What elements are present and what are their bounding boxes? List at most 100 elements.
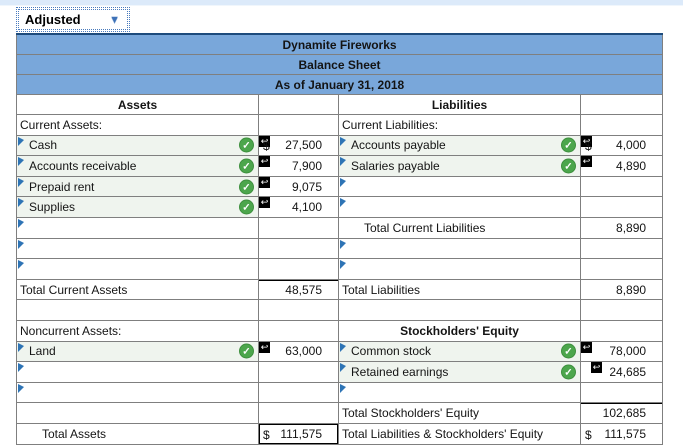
- amount-cell[interactable]: [579, 381, 664, 404]
- undo-arrow-icon[interactable]: ↩: [581, 156, 592, 168]
- correct-check-icon: ✓: [561, 364, 576, 380]
- comment-flag-icon: [340, 342, 346, 352]
- undo-arrow-icon[interactable]: ↩: [591, 362, 602, 374]
- amount-cell[interactable]: [579, 196, 664, 218]
- assets-column-header: Assets: [16, 94, 259, 115]
- amount-cell[interactable]: ↩ 7,900: [258, 155, 339, 177]
- amount-cell[interactable]: ↩ $4,000: [579, 134, 664, 157]
- amount-cell[interactable]: ↩ 9,075: [258, 175, 339, 198]
- amount-cell[interactable]: [258, 361, 339, 383]
- amount-cell[interactable]: ↩ 63,000: [258, 340, 339, 363]
- undo-arrow-icon[interactable]: ↩: [259, 341, 270, 353]
- equity-heading-cell: Stockholders' Equity: [338, 319, 581, 342]
- amount-cell[interactable]: ↩ 4,890: [579, 155, 664, 177]
- item-label: Accounts receivable: [29, 158, 137, 173]
- dropdown-selected-value: Adjusted: [25, 12, 81, 27]
- undo-arrow-icon[interactable]: ↩: [581, 135, 592, 147]
- table-row: [16, 381, 664, 404]
- amount-cell[interactable]: [579, 175, 664, 198]
- input-label-cell[interactable]: [338, 258, 581, 280]
- item-label: Accounts payable: [351, 138, 446, 153]
- undo-arrow-icon[interactable]: ↩: [259, 156, 270, 168]
- amount-cell[interactable]: [258, 216, 339, 239]
- input-label-cell[interactable]: [16, 237, 259, 260]
- item-label: Land: [29, 344, 56, 359]
- amount-value: 4,100: [291, 200, 322, 215]
- chevron-down-icon: ▼: [109, 13, 120, 26]
- heading-label: Stockholders' Equity: [400, 323, 519, 338]
- correct-check-icon: ✓: [239, 137, 254, 153]
- total-label-cell: Total Current Liabilities: [338, 216, 581, 239]
- dollar-sign: $: [585, 427, 592, 442]
- input-label-cell[interactable]: [16, 381, 259, 404]
- account-label-cell[interactable]: Land ✓: [16, 340, 259, 363]
- comment-flag-icon: [18, 383, 24, 393]
- total-label-cell: Total Assets: [16, 422, 259, 445]
- amount-value: 9,075: [291, 179, 322, 194]
- total-label: Total Stockholders' Equity: [342, 406, 480, 421]
- table-row: Prepaid rent ✓ ↩ 9,075: [16, 175, 664, 198]
- comment-flag-icon: [340, 383, 346, 393]
- comment-flag-icon: [340, 177, 346, 187]
- item-label: Supplies: [29, 200, 76, 215]
- statement-date: As of January 31, 2018: [15, 74, 664, 95]
- dollar-sign: $: [585, 139, 592, 154]
- account-label-cell[interactable]: Salaries payable ✓: [338, 155, 581, 177]
- account-label-cell[interactable]: Cash ✓: [16, 134, 259, 157]
- amount-cell: 8,890: [579, 278, 664, 301]
- input-label-cell[interactable]: [16, 258, 259, 280]
- amount-value: 8,890: [616, 282, 647, 297]
- amount-value: 111,575: [280, 426, 322, 441]
- total-label-cell: Total Current Assets: [16, 278, 259, 301]
- account-label-cell[interactable]: Supplies ✓: [16, 196, 259, 218]
- comment-flag-icon: [340, 363, 346, 373]
- amount-value: 7,900: [291, 158, 322, 173]
- amount-cell: [258, 114, 339, 136]
- amount-cell[interactable]: [579, 237, 664, 260]
- input-label-cell[interactable]: [16, 216, 259, 239]
- account-label-cell[interactable]: Accounts payable ✓: [338, 134, 581, 157]
- comment-flag-icon: [340, 136, 346, 146]
- account-label-cell[interactable]: Retained earnings ✓: [338, 361, 581, 383]
- amount-cell[interactable]: [258, 237, 339, 260]
- account-label-cell[interactable]: Accounts receivable ✓: [16, 155, 259, 177]
- liabilities-amount-header-cell: [579, 94, 664, 115]
- input-label-cell[interactable]: [338, 381, 581, 404]
- amount-cell[interactable]: [258, 258, 339, 280]
- amount-cell[interactable]: [579, 258, 664, 280]
- amount-value: 8,890: [616, 220, 647, 235]
- input-label-cell[interactable]: [16, 361, 259, 383]
- undo-arrow-icon[interactable]: ↩: [259, 176, 270, 188]
- input-label-cell[interactable]: [338, 237, 581, 260]
- input-label-cell[interactable]: [338, 196, 581, 218]
- balance-sheet-table: Dynamite Fireworks Balance Sheet As of J…: [15, 33, 664, 445]
- statement-version-dropdown[interactable]: Adjusted ▼: [16, 7, 130, 32]
- amount-cell[interactable]: ↩ $27,500: [258, 134, 339, 157]
- table-row: Land ✓ ↩ 63,000 Common stock ✓ ↩ 78,000: [16, 340, 664, 363]
- correct-check-icon: ✓: [239, 343, 254, 359]
- amount-cell[interactable]: ↩ 4,100: [258, 196, 339, 218]
- table-row: Noncurrent Assets: Stockholders' Equity: [16, 319, 664, 342]
- account-label-cell[interactable]: Prepaid rent ✓: [16, 175, 259, 198]
- amount-value: 78,000: [609, 344, 647, 359]
- account-label-cell[interactable]: Common stock ✓: [338, 340, 581, 363]
- amount-cell[interactable]: [258, 381, 339, 404]
- item-label: Common stock: [351, 344, 432, 359]
- undo-arrow-icon[interactable]: ↩: [581, 341, 592, 353]
- comment-flag-icon: [340, 198, 346, 208]
- table-row: Accounts receivable ✓ ↩ 7,900 Salaries payab…: [16, 155, 664, 177]
- amount-cell[interactable]: ↩ 78,000: [579, 340, 664, 363]
- amount-cell[interactable]: ↩ 24,685: [579, 361, 664, 383]
- empty-label-cell: [338, 299, 581, 321]
- amount-value: 4,000: [616, 138, 647, 153]
- section-label-cell: Noncurrent Assets:: [16, 319, 259, 342]
- amount-value: 4,890: [616, 158, 647, 173]
- comment-flag-icon: [18, 157, 24, 167]
- total-label-cell: Total Stockholders' Equity: [338, 402, 581, 424]
- undo-arrow-icon[interactable]: ↩: [259, 197, 270, 209]
- item-label: Salaries payable: [351, 158, 440, 173]
- undo-arrow-icon[interactable]: ↩: [259, 135, 270, 147]
- amount-value: 63,000: [285, 344, 322, 359]
- input-label-cell[interactable]: [338, 175, 581, 198]
- amount-cell: 8,890: [579, 216, 664, 239]
